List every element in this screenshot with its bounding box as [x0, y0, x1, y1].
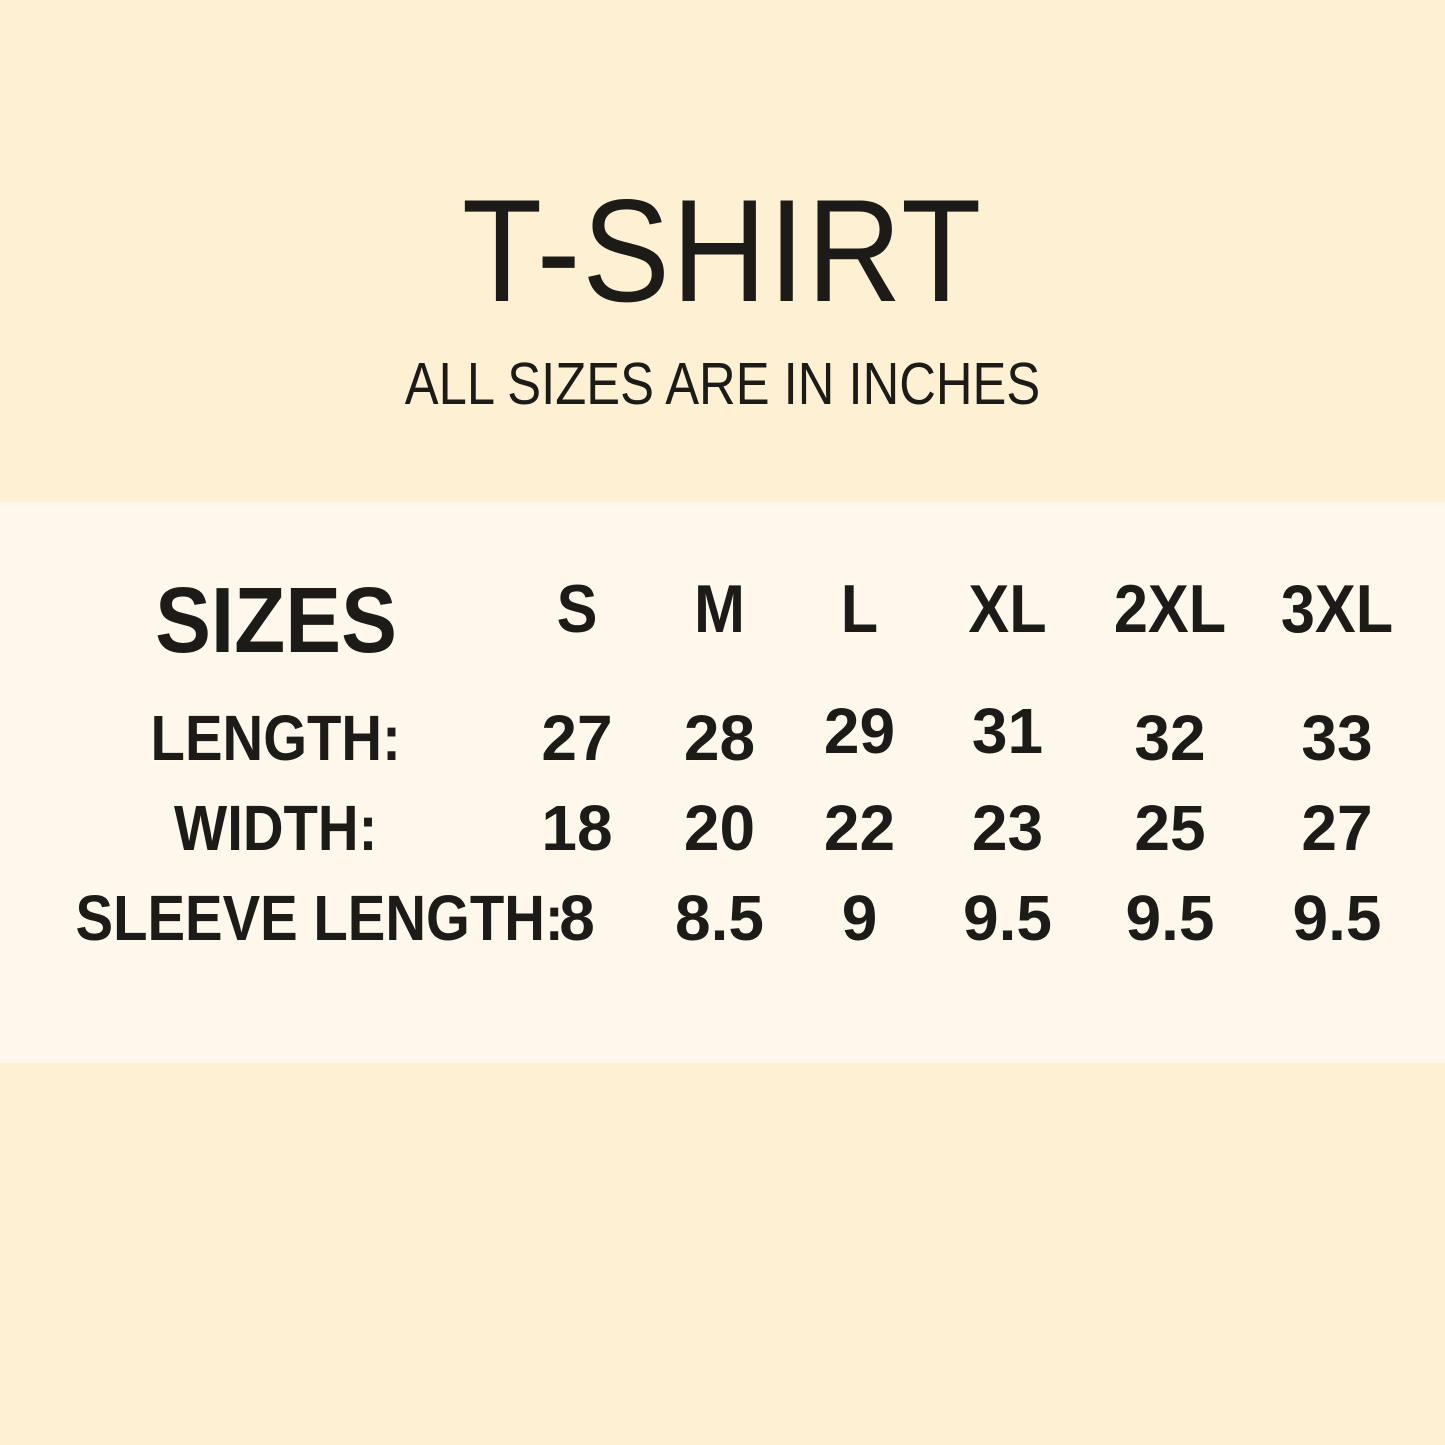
row-label-width: WIDTH:: [174, 792, 378, 864]
table-cell-width-2xl: 25: [1134, 792, 1206, 864]
table-cell-length-m: 28: [683, 702, 756, 774]
table-cell-width-xl: 23: [971, 792, 1044, 864]
page-title: T-SHIRT: [461, 169, 984, 332]
table-cell-sleeve-3xl: 9.5: [1292, 882, 1382, 954]
table-cell-length-l: 29: [823, 695, 896, 767]
table-cell-width-l: 22: [823, 792, 896, 864]
column-header-l: L: [840, 571, 879, 647]
table-cell-width-m: 20: [683, 792, 756, 864]
table-band: [0, 502, 1445, 1063]
table-cell-width-s: 18: [541, 792, 613, 864]
table-cell-sleeve-l: 9: [841, 882, 878, 954]
row-label-length: LENGTH:: [150, 702, 401, 774]
column-header-s: S: [556, 571, 598, 647]
column-header-m: M: [694, 571, 745, 647]
page-subtitle: ALL SIZES ARE IN INCHES: [404, 351, 1041, 417]
table-cell-length-xl: 31: [971, 695, 1044, 767]
table-cell-length-s: 27: [541, 702, 613, 774]
table-cell-length-3xl: 33: [1301, 702, 1373, 774]
column-header-2xl: 2XL: [1113, 571, 1227, 647]
table-cell-sleeve-s: 8: [559, 882, 595, 954]
table-corner-label: SIZES: [155, 568, 397, 672]
column-header-3xl: 3XL: [1280, 571, 1394, 647]
column-header-xl: XL: [968, 571, 1047, 647]
table-cell-sleeve-m: 8.5: [675, 882, 764, 954]
table-cell-sleeve-xl: 9.5: [963, 882, 1052, 954]
row-label-sleeve-length: SLEEVE LENGTH:: [75, 882, 564, 954]
table-cell-length-2xl: 32: [1134, 702, 1206, 774]
size-table: SIZES S M L XL 2XL 3XL LENGTH: 27 28 29 …: [20, 574, 1420, 976]
table-cell-sleeve-2xl: 9.5: [1125, 882, 1215, 954]
table-cell-width-3xl: 27: [1301, 792, 1373, 864]
